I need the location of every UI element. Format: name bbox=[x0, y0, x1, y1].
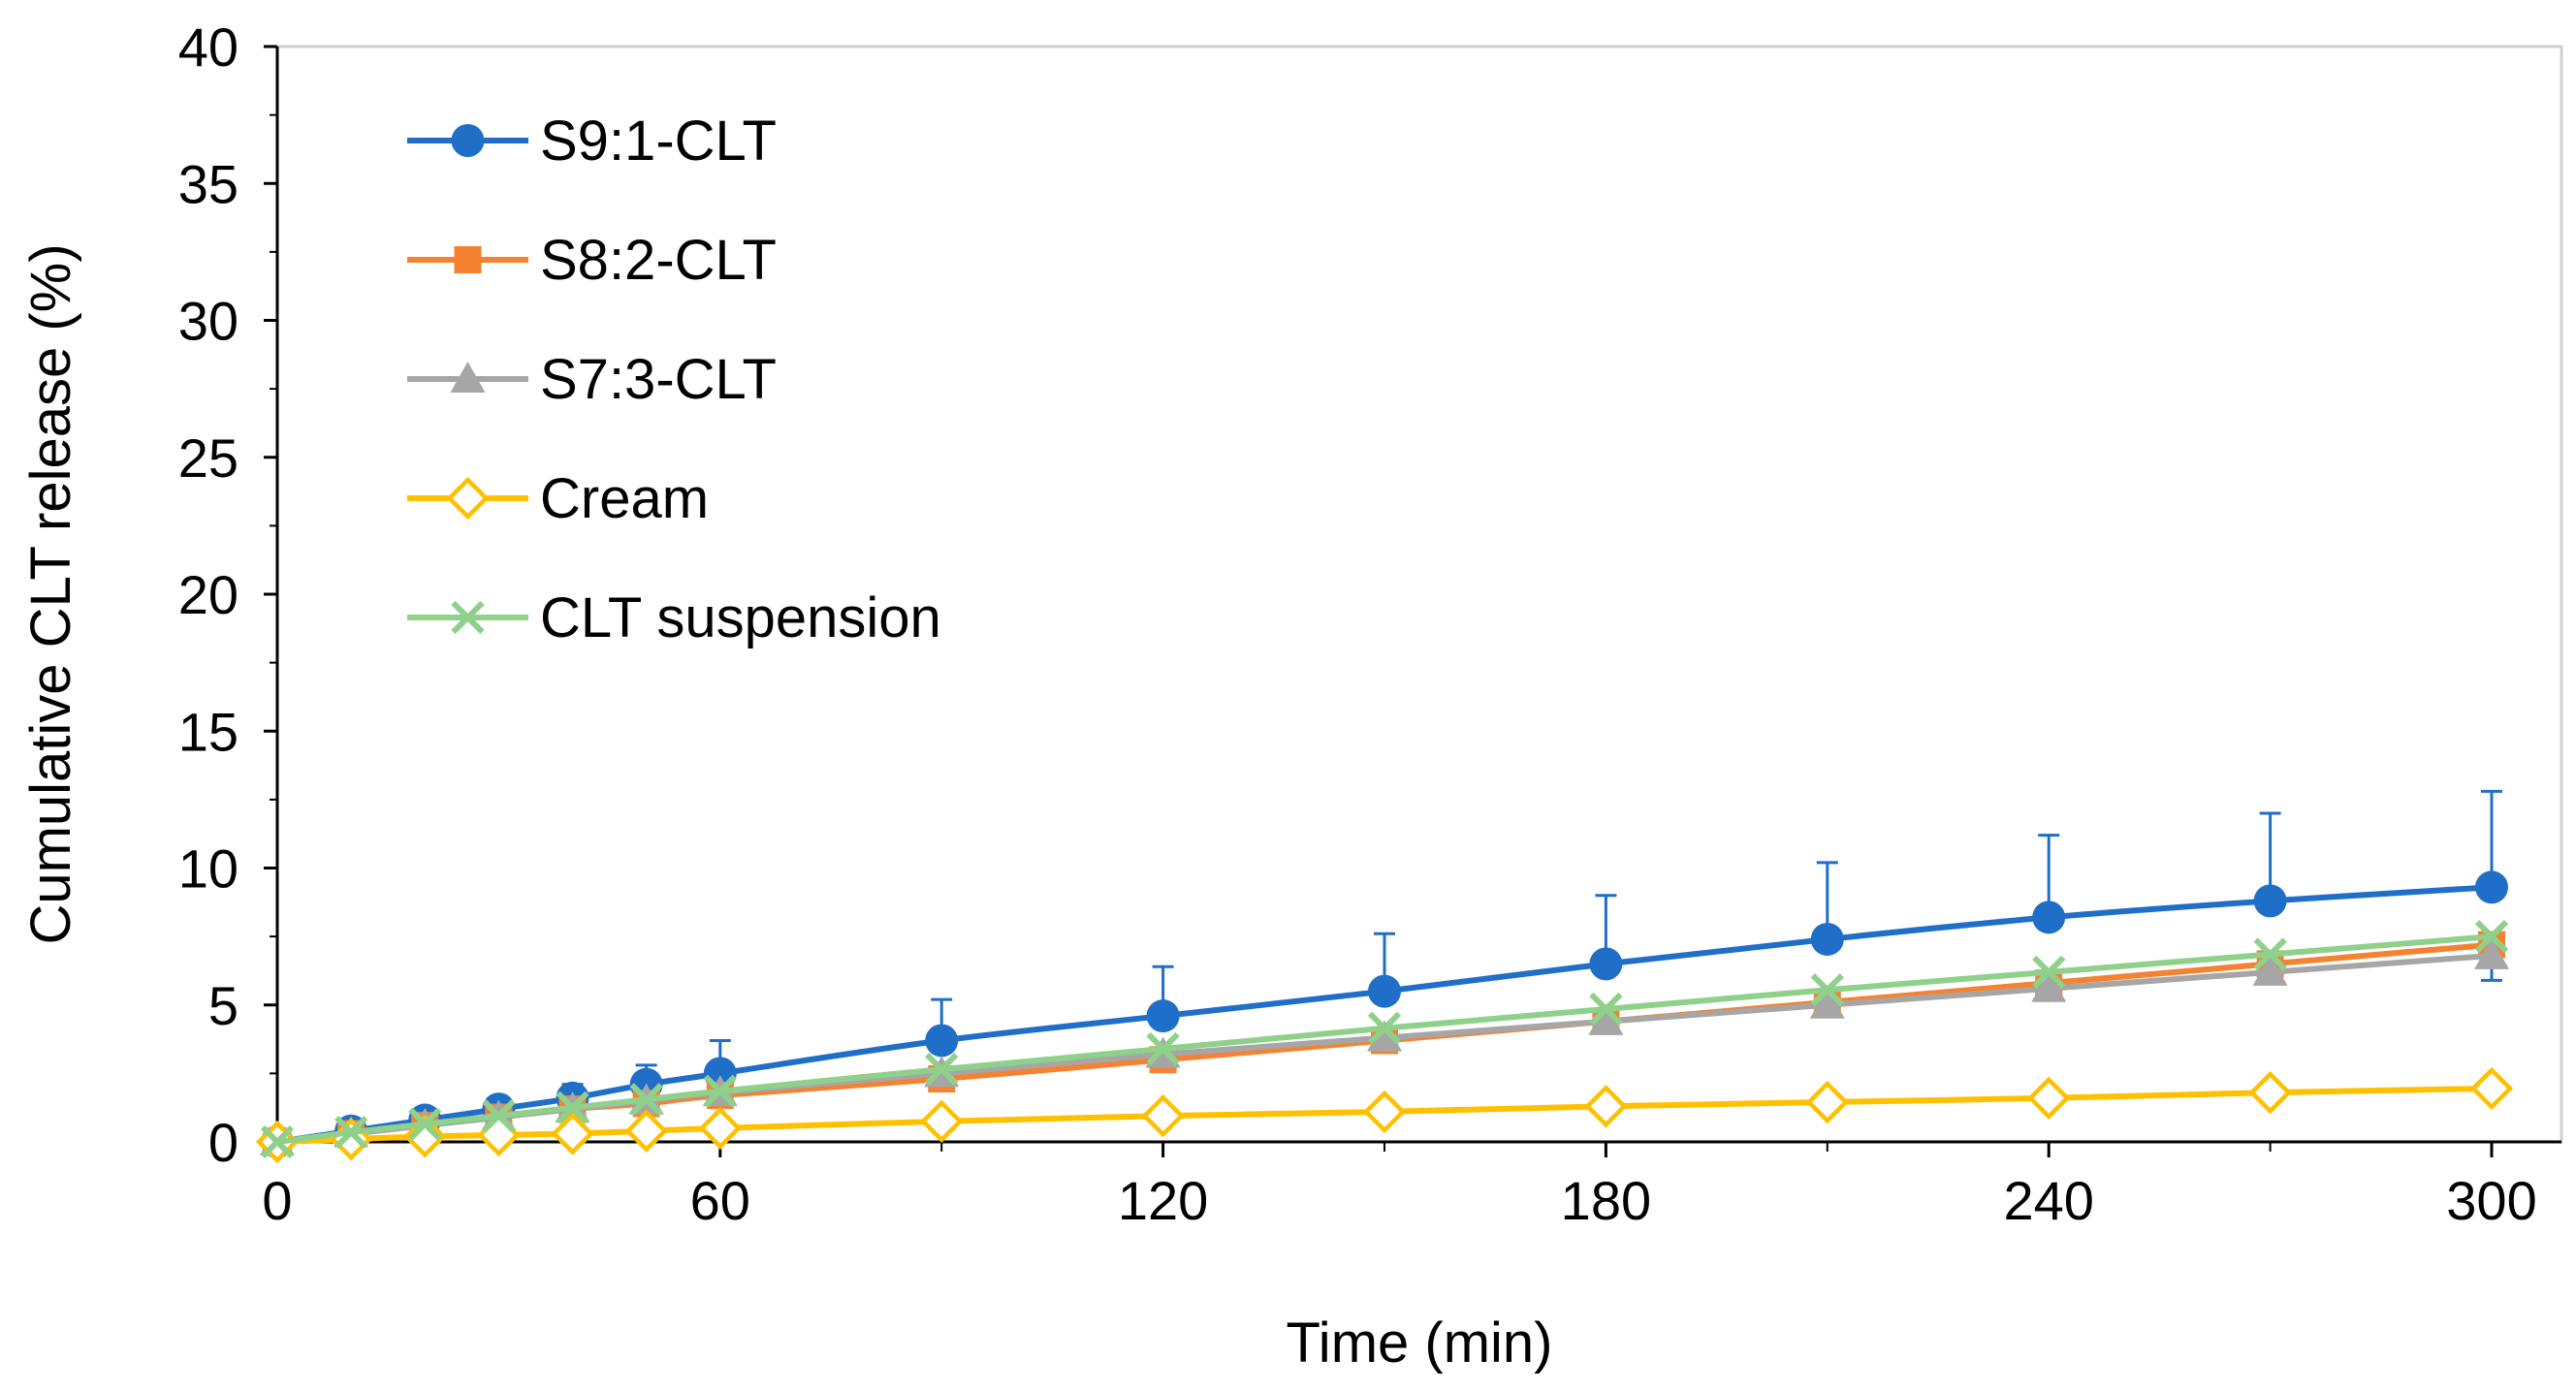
legend-item-1: S8:2-CLT bbox=[407, 229, 777, 292]
data-point bbox=[2475, 870, 2508, 904]
x-axis-title: Time (min) bbox=[1287, 1312, 1553, 1375]
x-tick-label-0: 0 bbox=[262, 1170, 292, 1231]
data-point bbox=[2253, 937, 2287, 971]
series-4 bbox=[260, 920, 2509, 1159]
legend-marker bbox=[446, 476, 490, 521]
data-point bbox=[1589, 992, 1623, 1027]
data-point bbox=[2253, 884, 2287, 918]
legend-label: S8:2-CLT bbox=[540, 229, 777, 292]
y-tick-label-25: 25 bbox=[178, 427, 239, 489]
y-tick-label-40: 40 bbox=[178, 16, 239, 78]
data-point bbox=[1805, 1080, 1849, 1124]
y-axis-title: Cumulative CLT release (%) bbox=[19, 243, 82, 944]
legend-marker bbox=[451, 600, 485, 635]
x-axis-ticks: 0 60 120 180 240 300 bbox=[262, 1142, 2537, 1231]
legend-item-2: S7:3-CLT bbox=[407, 348, 777, 411]
data-point bbox=[2031, 970, 2067, 1002]
data-point bbox=[2474, 937, 2509, 969]
data-point bbox=[408, 1107, 442, 1141]
legend-label: S9:1-CLT bbox=[540, 110, 777, 173]
legend-marker bbox=[450, 362, 486, 393]
legend-marker bbox=[451, 124, 485, 157]
data-point bbox=[1810, 973, 1844, 1007]
x-tick-label-300: 300 bbox=[2446, 1170, 2536, 1231]
data-point bbox=[1367, 1020, 1402, 1052]
y-tick-label-35: 35 bbox=[178, 153, 239, 214]
data-point bbox=[260, 1124, 295, 1159]
data-point bbox=[334, 1115, 368, 1150]
y-tick-label-10: 10 bbox=[178, 838, 239, 900]
data-point bbox=[2469, 1066, 2514, 1111]
y-tick-label-20: 20 bbox=[178, 564, 239, 625]
y-tick-label-30: 30 bbox=[178, 291, 239, 352]
data-point bbox=[556, 1091, 589, 1124]
data-point bbox=[482, 1099, 516, 1133]
x-tick-label-180: 180 bbox=[1561, 1170, 1651, 1231]
y-axis-ticks: 0 5 10 15 20 25 30 35 40 bbox=[178, 16, 277, 1173]
legend-label: CLT suspension bbox=[540, 586, 941, 649]
data-point bbox=[1141, 1093, 1185, 1138]
data-point bbox=[1589, 947, 1623, 981]
data-point bbox=[1146, 999, 1180, 1033]
y-tick-label-0: 0 bbox=[208, 1112, 239, 1173]
x-tick-label-60: 60 bbox=[690, 1170, 750, 1231]
x-tick-label-240: 240 bbox=[2003, 1170, 2093, 1231]
data-point bbox=[2248, 1070, 2292, 1115]
data-point bbox=[925, 1024, 959, 1058]
data-point bbox=[1362, 1090, 1407, 1134]
legend-item-3: Cream bbox=[407, 467, 709, 530]
legend-label: S7:3-CLT bbox=[540, 348, 777, 411]
legend-item-0: S9:1-CLT bbox=[407, 110, 777, 173]
data-point bbox=[629, 1083, 663, 1117]
legend-marker bbox=[454, 246, 482, 273]
legend: S9:1-CLT S8:2-CLT S7:3-CLT Cream CLT suspens… bbox=[407, 110, 941, 649]
data-point bbox=[920, 1099, 964, 1143]
data-point bbox=[1368, 974, 1401, 1008]
data-point bbox=[2027, 1076, 2071, 1120]
data-point bbox=[925, 1053, 959, 1087]
legend-item-4: CLT suspension bbox=[407, 586, 941, 649]
data-point bbox=[2032, 955, 2066, 989]
y-tick-label-5: 5 bbox=[208, 975, 239, 1036]
data-point bbox=[2474, 920, 2509, 954]
data-point bbox=[698, 1106, 742, 1151]
series-layer bbox=[255, 870, 2514, 1164]
data-point bbox=[2252, 954, 2288, 986]
series-3 bbox=[255, 1066, 2514, 1164]
data-point bbox=[1810, 922, 1844, 956]
data-point bbox=[551, 1112, 594, 1155]
legend-label: Cream bbox=[540, 467, 709, 530]
y-tick-label-15: 15 bbox=[178, 701, 239, 762]
data-point bbox=[1146, 1031, 1180, 1066]
data-point bbox=[1809, 987, 1845, 1019]
data-point bbox=[624, 1109, 668, 1153]
data-point bbox=[1367, 1011, 1402, 1045]
x-tick-label-120: 120 bbox=[1118, 1170, 1208, 1231]
data-point bbox=[1584, 1085, 1628, 1128]
data-point bbox=[2032, 901, 2066, 934]
data-point bbox=[703, 1074, 737, 1108]
data-point bbox=[1588, 1003, 1624, 1035]
